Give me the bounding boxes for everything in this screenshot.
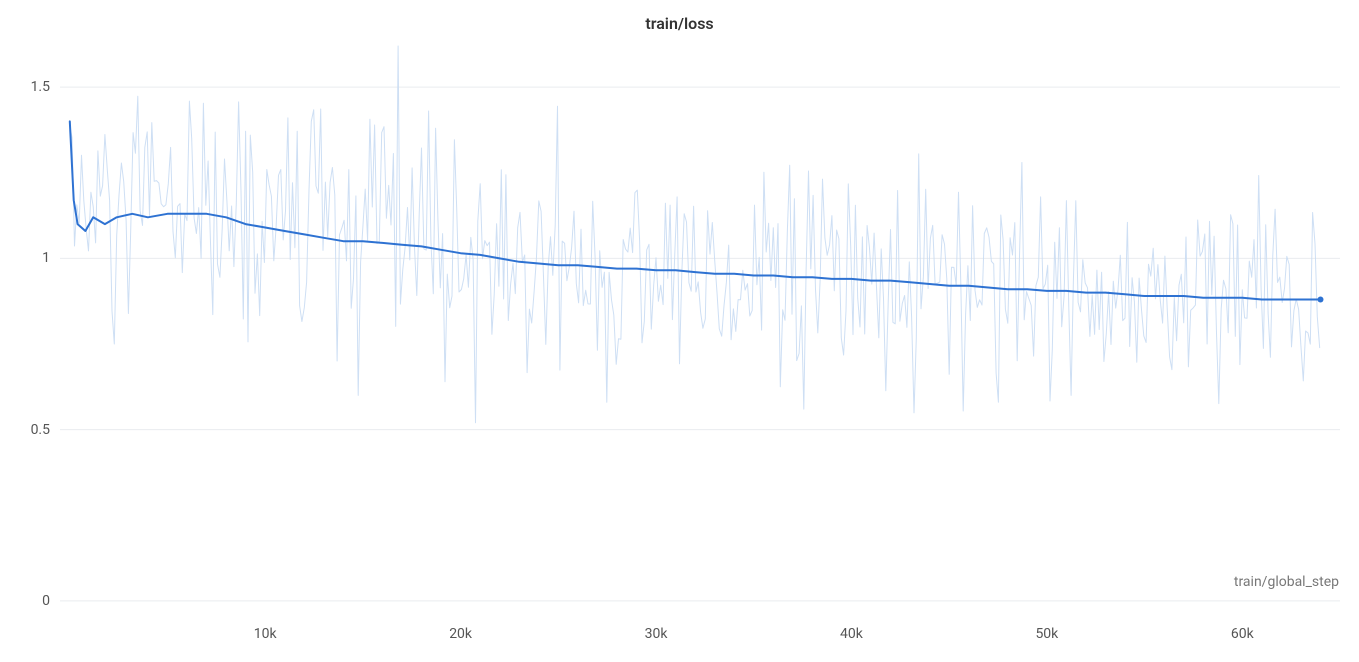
x-tick-label: 40k (840, 626, 863, 642)
raw-loss-line (70, 46, 1320, 423)
y-tick-label: 0.5 (0, 422, 50, 438)
y-tick-label: 1 (0, 250, 50, 266)
chart-container: train/loss train/global_step 00.511.510k… (0, 0, 1359, 662)
y-tick-label: 1.5 (0, 79, 50, 95)
x-tick-label: 30k (645, 626, 668, 642)
x-tick-label: 10k (254, 626, 277, 642)
x-tick-label: 20k (449, 626, 472, 642)
x-tick-label: 60k (1231, 626, 1254, 642)
series-end-marker (1318, 297, 1324, 303)
x-tick-label: 50k (1035, 626, 1058, 642)
y-tick-label: 0 (0, 593, 50, 609)
x-axis-title: train/global_step (1234, 574, 1339, 590)
chart-plot-svg[interactable] (0, 0, 1359, 662)
smoothed-loss-line (70, 121, 1321, 299)
